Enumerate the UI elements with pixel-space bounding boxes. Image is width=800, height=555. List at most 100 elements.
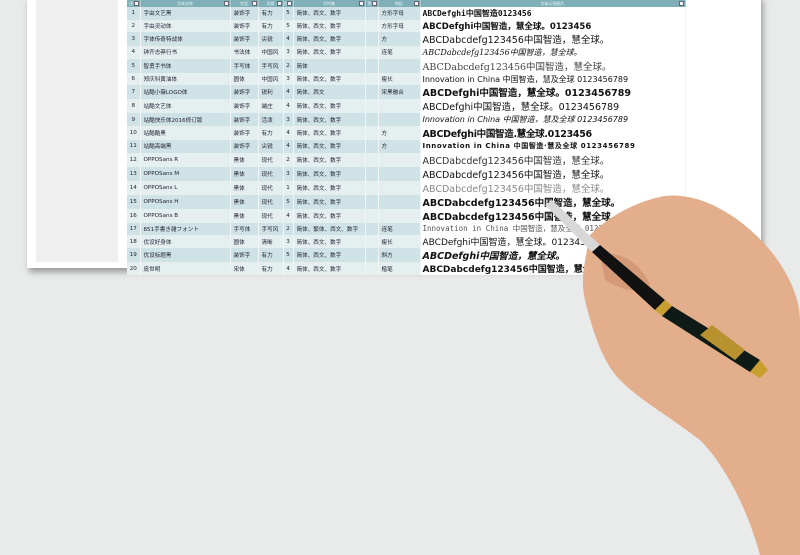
table-cell[interactable]: 尖锐 (258, 139, 284, 153)
table-cell[interactable]: 有力 (258, 262, 284, 276)
table-cell[interactable] (378, 180, 421, 195)
table-cell[interactable] (365, 152, 379, 167)
filter-dropdown-icon[interactable] (276, 1, 282, 6)
table-cell[interactable]: 简体、西文、数字 (293, 113, 366, 126)
table-cell[interactable]: 手写体 (230, 58, 259, 73)
table-cell[interactable] (378, 99, 421, 114)
table-cell[interactable]: 清晰 (258, 235, 284, 249)
table-cell[interactable] (365, 58, 379, 73)
table-cell[interactable] (365, 194, 379, 209)
table-row[interactable]: 14 OPPOSans L 黑体 现代 1 简体、西文、数字 ABCDabcdefg1234… (127, 180, 686, 195)
table-cell[interactable]: 3 (127, 32, 141, 47)
font-sample-cell[interactable]: Innovation in China 中国智造，慧及全球 0123456789 (420, 113, 686, 126)
table-cell[interactable]: 中国风 (258, 72, 284, 86)
table-cell[interactable]: 字由灵动体 (140, 19, 231, 33)
table-cell[interactable]: 简体、西文、数字 (293, 194, 366, 209)
table-cell[interactable]: 手写风 (258, 222, 284, 236)
table-cell[interactable]: 简体、西文、数字 (293, 72, 366, 86)
table-cell[interactable]: 3 (283, 235, 294, 249)
filter-dropdown-icon[interactable] (133, 1, 139, 6)
table-cell[interactable]: 4 (127, 46, 141, 59)
table-cell[interactable]: 12 (127, 152, 141, 167)
table-cell[interactable]: 2 (283, 58, 294, 73)
table-cell[interactable]: 瘦长 (378, 72, 421, 86)
table-cell[interactable]: 简体 (293, 58, 366, 73)
table-cell[interactable]: 4 (283, 262, 294, 276)
table-cell[interactable]: 3 (283, 72, 294, 86)
table-cell[interactable]: 3 (283, 166, 294, 181)
font-sample-cell[interactable]: ABCDefghi中国智造，慧全球。0123456789 (420, 99, 686, 114)
table-cell[interactable] (378, 208, 421, 223)
table-cell[interactable]: OPPOSans H (140, 194, 231, 209)
table-cell[interactable]: 简体、西文、数字 (293, 7, 366, 20)
table-cell[interactable]: 4 (283, 99, 294, 114)
table-cell[interactable]: 手写风 (258, 58, 284, 73)
font-sample-cell[interactable]: ABCDabcdefg123456中国智造，慧全球。 (420, 32, 686, 47)
table-cell[interactable]: 2 (283, 222, 294, 236)
font-sample-cell[interactable]: ABCDefghi中国智造0123456 (420, 7, 686, 20)
filter-dropdown-icon[interactable] (678, 1, 684, 6)
table-cell[interactable]: 装饰字 (230, 113, 259, 126)
table-cell[interactable]: 黑体 (230, 180, 259, 195)
table-cell[interactable]: 简体、西文、数字 (293, 139, 366, 153)
table-cell[interactable]: 装饰字 (230, 19, 259, 33)
table-cell[interactable]: 斜方 (378, 248, 421, 263)
filter-dropdown-icon[interactable] (251, 1, 257, 6)
table-cell[interactable]: 装饰字 (230, 139, 259, 153)
table-cell[interactable]: 黑体 (230, 166, 259, 181)
table-row[interactable]: 16 OPPOSans B 黑体 现代 4 简体、西文、数字 ABCDabcdefg1234… (127, 208, 686, 223)
table-row[interactable]: 11 站酷高端黑 装饰字 尖锐 4 简体、西文、数字方 Innovation in Chin… (127, 139, 686, 153)
table-cell[interactable]: 装饰字 (230, 99, 259, 114)
table-cell[interactable]: OPPOSans R (140, 152, 231, 167)
table-cell[interactable]: 4 (283, 139, 294, 153)
table-cell[interactable]: 19 (127, 248, 141, 263)
table-cell[interactable] (365, 139, 379, 153)
table-cell[interactable]: 14 (127, 180, 141, 195)
table-row[interactable]: 10 站酷酷黑 装饰字 有力 4 简体、西文、数字方 ABCDefghi中国智造.慧全球.0… (127, 125, 686, 140)
table-cell[interactable]: OPPOSans B (140, 208, 231, 223)
table-cell[interactable]: 庞世明 (140, 262, 231, 276)
table-cell[interactable]: 优设标题黑 (140, 248, 231, 263)
table-row[interactable]: 5 智勇手书体 手写体 手写风 2 简体 ABCDabcdefg123456中国智造，慧全球… (127, 58, 686, 73)
table-cell[interactable]: 有力 (258, 7, 284, 20)
table-cell[interactable]: 8 (127, 99, 141, 114)
table-cell[interactable]: 中国风 (258, 46, 284, 59)
table-cell[interactable]: 站酷高端黑 (140, 139, 231, 153)
font-sample-cell[interactable]: ABCDabcdefg123456中国智造，慧全球。 (420, 46, 686, 59)
table-cell[interactable]: 连笔 (378, 46, 421, 59)
table-cell[interactable]: 锐利 (258, 85, 284, 100)
table-cell[interactable]: 现代 (258, 208, 284, 223)
table-cell[interactable]: 端庄 (258, 99, 284, 114)
filter-dropdown-icon[interactable] (371, 1, 377, 6)
table-cell[interactable]: 简体、西文、数字 (293, 166, 366, 181)
table-cell[interactable]: 2 (127, 19, 141, 33)
table-cell[interactable]: 1 (127, 7, 141, 20)
table-cell[interactable]: 13 (127, 166, 141, 181)
font-sample-cell[interactable]: ABCDabcdefg123456中国智造，慧全球。 (420, 180, 686, 195)
table-cell[interactable]: 现代 (258, 180, 284, 195)
table-cell[interactable]: 装饰字 (230, 248, 259, 263)
table-cell[interactable] (365, 46, 379, 59)
table-cell[interactable]: 有力 (258, 125, 284, 140)
table-cell[interactable] (365, 85, 379, 100)
table-cell[interactable] (365, 113, 379, 126)
table-cell[interactable]: 1 (283, 180, 294, 195)
table-cell[interactable] (365, 248, 379, 263)
table-cell[interactable]: 装饰字 (230, 125, 259, 140)
table-cell[interactable]: 活泼 (258, 113, 284, 126)
table-row[interactable]: 12 OPPOSans R 黑体 现代 2 简体、西文、数字 ABCDabcdefg1234… (127, 152, 686, 167)
table-cell[interactable] (365, 166, 379, 181)
table-cell[interactable]: 简体、西文、数字 (293, 180, 366, 195)
font-sample-cell[interactable]: Innovation in China 中国智造，慧及全球 0123456789 (420, 72, 686, 86)
table-cell[interactable]: 7 (127, 85, 141, 100)
table-cell[interactable] (378, 166, 421, 181)
table-cell[interactable] (378, 194, 421, 209)
table-row[interactable]: 17 851手書き雑フォント 手写体 手写风 2 简体、繁体、西文、数字 连笔 Innovat… (127, 222, 686, 236)
table-cell[interactable]: 宋体 (230, 262, 259, 276)
font-sample-cell[interactable]: ABCDefghi中国智造，慧全球。0123456789 (420, 85, 686, 100)
table-cell[interactable]: OPPOSans M (140, 166, 231, 181)
table-cell[interactable]: 方 (378, 32, 421, 47)
table-cell[interactable] (365, 19, 379, 33)
table-cell[interactable]: 手写体 (230, 222, 259, 236)
table-row[interactable]: 9 站酷快乐体2016修订版 装饰字 活泼 3 简体、西文、数字 Innovation in… (127, 113, 686, 126)
